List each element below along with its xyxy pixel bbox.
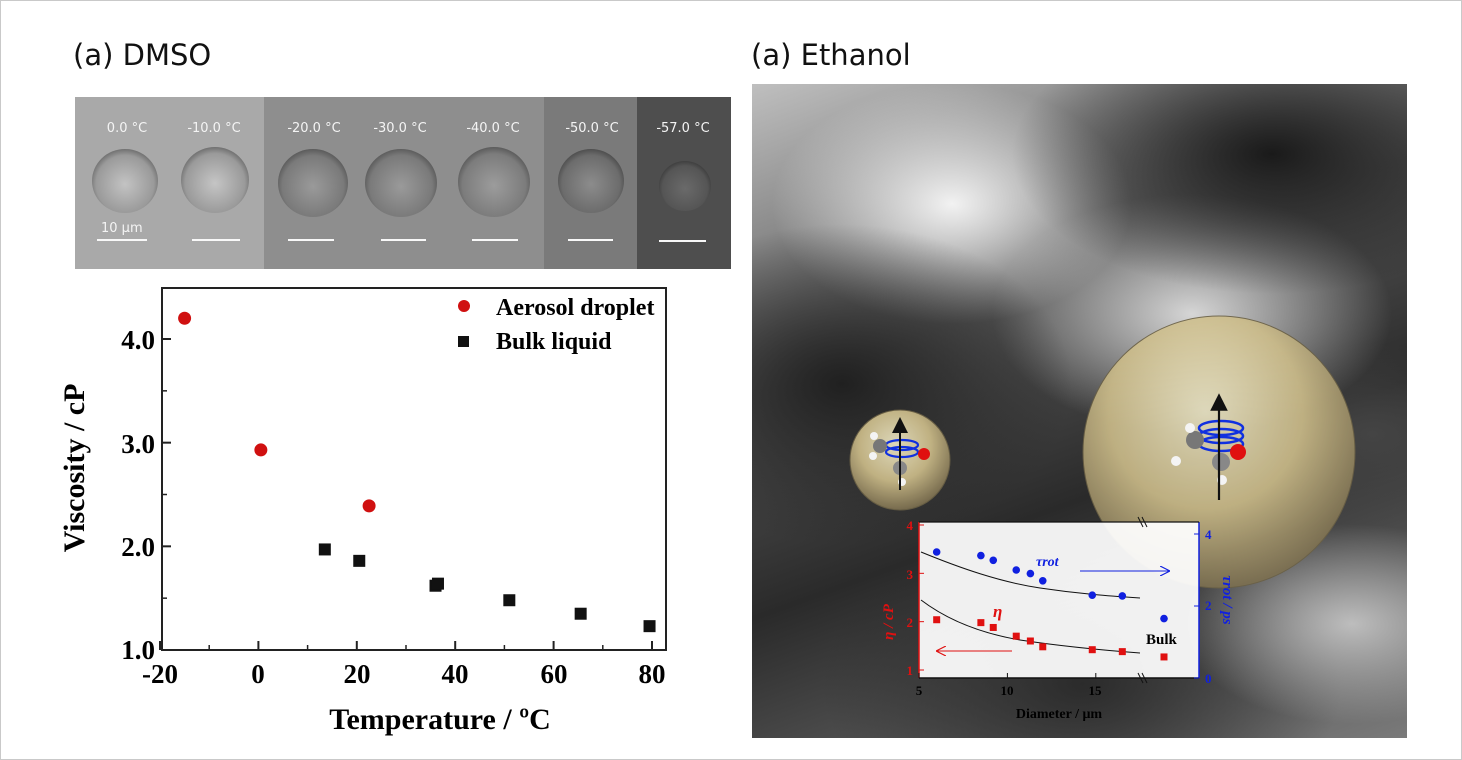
ethanol-cloud-image <box>752 84 1407 738</box>
scale-bar <box>659 240 706 242</box>
droplet-image <box>659 161 711 211</box>
frame-label: -40.0 °C <box>466 121 520 136</box>
frame-label: -57.0 °C <box>656 121 710 136</box>
droplet-image <box>365 149 437 217</box>
scale-bar <box>568 239 613 241</box>
scale-bar <box>472 239 518 241</box>
frame-label: -50.0 °C <box>565 121 619 136</box>
panel-title-ethanol: (a) Ethanol <box>751 38 911 72</box>
droplet-image <box>181 147 249 213</box>
droplet-image <box>458 147 530 217</box>
droplet-image <box>92 149 158 213</box>
scale-bar <box>288 239 334 241</box>
frame-label: -20.0 °C <box>287 121 341 136</box>
scale-bar <box>192 239 240 241</box>
droplet-image <box>278 149 348 217</box>
panel-title-dmso: (a) DMSO <box>73 38 212 72</box>
droplet-image <box>558 149 624 213</box>
frame-label: -30.0 °C <box>373 121 427 136</box>
frame-label: 0.0 °C <box>106 121 148 136</box>
scale-bar <box>381 239 426 241</box>
scale-bar <box>97 239 147 241</box>
scale-bar-label: 10 μm <box>101 221 143 236</box>
frame-label: -10.0 °C <box>187 121 241 136</box>
microscopy-strip: 0.0 °C -10.0 °C -20.0 °C -30.0 °C -40.0 … <box>75 97 731 269</box>
